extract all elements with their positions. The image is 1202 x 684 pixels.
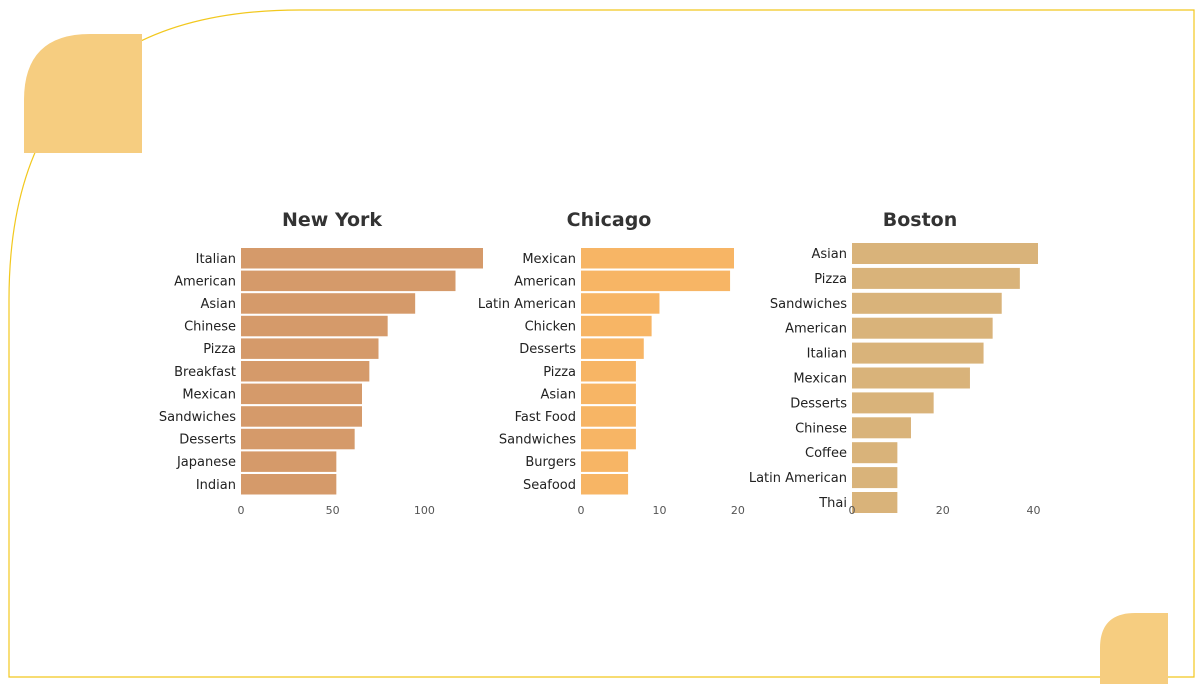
new-york-category-label: Chinese: [184, 320, 236, 335]
new-york-bar-mexican: [241, 383, 362, 405]
new-york-bar-asian: [241, 293, 416, 314]
new-york-x-tick-label: 100: [414, 504, 435, 517]
boston-category-label: Italian: [807, 347, 847, 362]
boston-bar-coffee: [852, 442, 898, 464]
boston-bar-desserts: [852, 392, 934, 414]
new-york-bar-japanese: [241, 451, 337, 472]
new-york-bar-chinese: [241, 315, 388, 337]
chicago-category-label: Asian: [541, 387, 576, 402]
boston-bar-thai: [852, 492, 898, 513]
chicago-chart-title: Chicago: [567, 209, 652, 231]
boston-bar-sandwiches: [852, 292, 1002, 314]
boston-x-tick-label: 0: [849, 504, 856, 517]
chicago-x-tick-label: 0: [578, 504, 585, 517]
boston-category-label: Mexican: [793, 372, 847, 387]
chicago-bar-pizza: [581, 361, 636, 382]
boston-chart-title: Boston: [883, 209, 958, 231]
chicago-bar-sandwiches: [581, 428, 636, 450]
chicago-category-label: Seafood: [523, 478, 576, 493]
new-york-x-tick-label: 50: [326, 504, 340, 517]
chicago-category-label: Chicken: [525, 320, 576, 335]
chicago-bar-mexican: [581, 248, 734, 269]
boston-x-tick-label: 40: [1026, 504, 1040, 517]
chicago-category-label: Desserts: [519, 342, 576, 357]
boston-category-label: Sandwiches: [770, 297, 847, 312]
boston-bar-asian: [852, 243, 1038, 264]
boston-category-label: Chinese: [795, 421, 847, 436]
new-york-bar-pizza: [241, 338, 379, 359]
chicago-x-tick-label: 20: [731, 504, 745, 517]
chart-new-york: New York Italian American Asian Chinese Pizza…: [159, 209, 483, 517]
new-york-category-label: Japanese: [176, 455, 236, 470]
chicago-bar-seafood: [581, 474, 629, 495]
chicago-bar-burgers: [581, 451, 629, 472]
new-york-category-label: American: [174, 274, 236, 289]
boston-category-label: Pizza: [814, 272, 847, 287]
accent-shape-top-left: [24, 34, 142, 153]
new-york-category-label: Italian: [196, 252, 236, 267]
chart-chicago: Chicago Mexican American Latin American Chic…: [478, 209, 745, 517]
chicago-bar-asian: [581, 383, 636, 405]
new-york-category-label: Mexican: [182, 387, 236, 402]
new-york-bar-breakfast: [241, 361, 370, 382]
chicago-category-label: American: [514, 274, 576, 289]
boston-category-label: Thai: [818, 496, 847, 511]
accent-shape-bottom-right: [1100, 613, 1168, 684]
boston-category-label: Asian: [812, 247, 847, 262]
chicago-bar-desserts: [581, 338, 644, 359]
new-york-bar-sandwiches: [241, 406, 362, 427]
new-york-category-label: Sandwiches: [159, 410, 236, 425]
new-york-bar-american: [241, 270, 456, 292]
boston-x-tick-label: 20: [936, 504, 950, 517]
new-york-category-label: Indian: [196, 478, 236, 493]
chicago-category-label: Sandwiches: [499, 433, 576, 448]
chicago-category-label: Latin American: [478, 297, 576, 312]
new-york-chart-title: New York: [282, 209, 382, 231]
boston-bar-chinese: [852, 417, 911, 439]
new-york-category-label: Asian: [201, 297, 236, 312]
boston-category-label: American: [785, 322, 847, 337]
chart-boston: Boston Asian Pizza Sandwiches American Italia…: [749, 209, 1041, 517]
chicago-category-label: Fast Food: [515, 410, 576, 425]
boston-bar-american: [852, 317, 993, 339]
boston-bar-latin-american: [852, 467, 898, 489]
boston-category-label: Latin American: [749, 471, 847, 486]
chicago-bar-fast-food: [581, 406, 636, 427]
chicago-x-tick-label: 10: [652, 504, 666, 517]
boston-bar-italian: [852, 342, 984, 364]
chicago-category-label: Burgers: [525, 455, 576, 470]
new-york-category-label: Breakfast: [174, 365, 236, 380]
new-york-bar-italian: [241, 248, 483, 269]
new-york-bar-desserts: [241, 428, 355, 450]
boston-category-label: Coffee: [805, 446, 847, 461]
boston-category-label: Desserts: [790, 396, 847, 411]
new-york-category-label: Desserts: [179, 433, 236, 448]
boston-bar-mexican: [852, 367, 970, 389]
chicago-bar-chicken: [581, 315, 652, 337]
chicago-category-label: Mexican: [522, 252, 576, 267]
new-york-x-tick-label: 0: [238, 504, 245, 517]
chicago-bar-latin-american: [581, 293, 660, 314]
chicago-bar-american: [581, 270, 731, 292]
chicago-category-label: Pizza: [543, 365, 576, 380]
boston-bar-pizza: [852, 267, 1020, 289]
new-york-category-label: Pizza: [203, 342, 236, 357]
new-york-bar-indian: [241, 474, 337, 495]
